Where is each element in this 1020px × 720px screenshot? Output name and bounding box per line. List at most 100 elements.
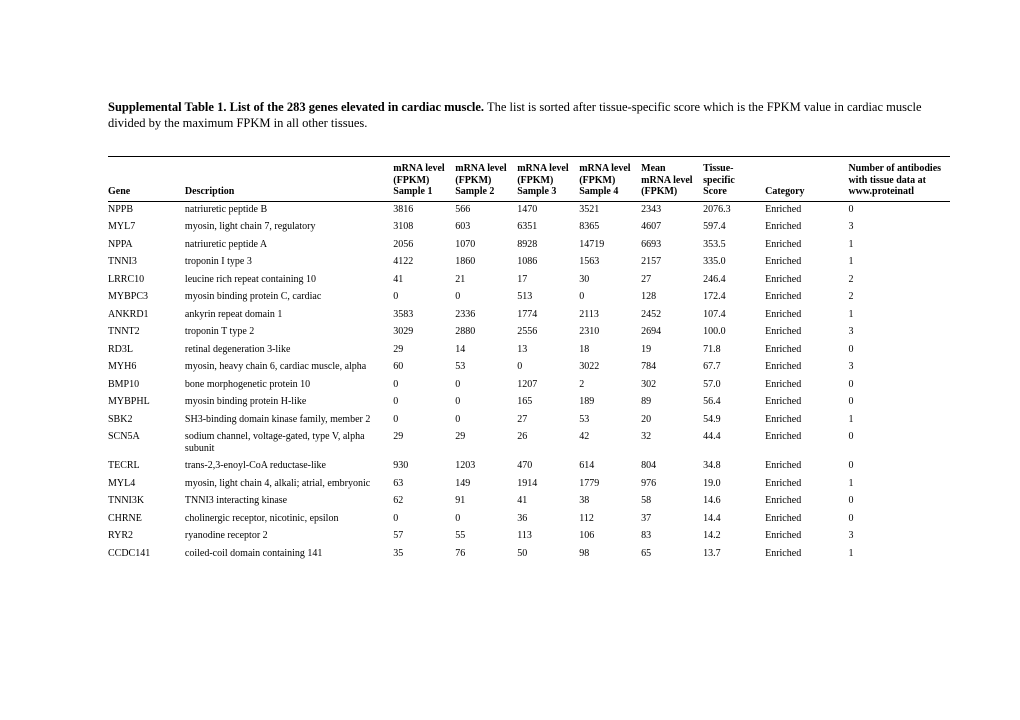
table-row: MYL4myosin, light chain 4, alkali; atria… <box>108 475 950 493</box>
table-cell: 1470 <box>517 201 579 218</box>
table-row: TNNI3KTNNI3 interacting kinase6291413858… <box>108 492 950 510</box>
col-header-s4: mRNA level (FPKM) Sample 4 <box>579 157 641 202</box>
table-cell: 41 <box>517 492 579 510</box>
table-body: NPPBnatriuretic peptide B381656614703521… <box>108 201 950 562</box>
table-cell: MYH6 <box>108 358 185 376</box>
table-cell: Enriched <box>765 411 848 429</box>
table-cell: troponin T type 2 <box>185 323 393 341</box>
table-cell: 3029 <box>393 323 455 341</box>
table-head: Gene Description mRNA level (FPKM) Sampl… <box>108 157 950 202</box>
table-cell: 67.7 <box>703 358 765 376</box>
table-row: TECRLtrans-2,3-enoyl-CoA reductase-like9… <box>108 457 950 475</box>
description-text: troponin I type 3 <box>185 256 387 268</box>
table-row: BMP10bone morphogenetic protein 10001207… <box>108 376 950 394</box>
table-cell: Enriched <box>765 341 848 359</box>
table-cell: 37 <box>641 510 703 528</box>
table-cell: 35 <box>393 545 455 563</box>
table-cell: Enriched <box>765 428 848 457</box>
table-cell: LRRC10 <box>108 271 185 289</box>
col-header-score: Tissue-specific Score <box>703 157 765 202</box>
description-text: myosin binding protein H-like <box>185 396 387 408</box>
table-cell: 2 <box>848 288 950 306</box>
table-cell: 36 <box>517 510 579 528</box>
table-cell: SCN5A <box>108 428 185 457</box>
table-row: MYH6myosin, heavy chain 6, cardiac muscl… <box>108 358 950 376</box>
table-cell: 566 <box>455 201 517 218</box>
table-cell: 603 <box>455 218 517 236</box>
table-cell: 27 <box>517 411 579 429</box>
table-cell: Enriched <box>765 218 848 236</box>
table-cell: 107.4 <box>703 306 765 324</box>
table-cell: 2694 <box>641 323 703 341</box>
table-cell: 353.5 <box>703 236 765 254</box>
table-cell: 930 <box>393 457 455 475</box>
table-cell: TNNI3K <box>108 492 185 510</box>
table-cell: bone morphogenetic protein 10 <box>185 376 393 394</box>
table-cell: myosin, light chain 7, regulatory <box>185 218 393 236</box>
table-cell: 614 <box>579 457 641 475</box>
table-cell: 42 <box>579 428 641 457</box>
table-cell: 3816 <box>393 201 455 218</box>
table-row: SCN5Asodium channel, voltage-gated, type… <box>108 428 950 457</box>
table-cell: Enriched <box>765 492 848 510</box>
table-cell: 0 <box>393 411 455 429</box>
description-text: retinal degeneration 3-like <box>185 344 387 356</box>
table-cell: 2556 <box>517 323 579 341</box>
table-cell: ankyrin repeat domain 1 <box>185 306 393 324</box>
table-cell: 29 <box>455 428 517 457</box>
table-cell: TNNT2 <box>108 323 185 341</box>
description-text: natriuretic peptide A <box>185 239 387 251</box>
table-cell: SBK2 <box>108 411 185 429</box>
col-header-gene: Gene <box>108 157 185 202</box>
table-row: ANKRD1ankyrin repeat domain 135832336177… <box>108 306 950 324</box>
table-cell: 1914 <box>517 475 579 493</box>
table-cell: 54.9 <box>703 411 765 429</box>
table-cell: 0 <box>848 510 950 528</box>
table-cell: 1 <box>848 306 950 324</box>
table-cell: 335.0 <box>703 253 765 271</box>
table-cell: MYL4 <box>108 475 185 493</box>
table-cell: 0 <box>848 376 950 394</box>
col-header-desc: Description <box>185 157 393 202</box>
description-text: leucine rich repeat containing 10 <box>185 274 387 286</box>
table-cell: Enriched <box>765 358 848 376</box>
table-cell: 3 <box>848 358 950 376</box>
table-cell: 0 <box>455 411 517 429</box>
table-cell: Enriched <box>765 271 848 289</box>
gene-table: Gene Description mRNA level (FPKM) Sampl… <box>108 156 950 562</box>
table-cell: troponin I type 3 <box>185 253 393 271</box>
table-row: NPPBnatriuretic peptide B381656614703521… <box>108 201 950 218</box>
table-cell: 27 <box>641 271 703 289</box>
table-cell: Enriched <box>765 393 848 411</box>
table-cell: ryanodine receptor 2 <box>185 527 393 545</box>
table-cell: NPPB <box>108 201 185 218</box>
table-cell: 0 <box>455 510 517 528</box>
table-cell: 1 <box>848 253 950 271</box>
table-cell: 1086 <box>517 253 579 271</box>
table-cell: 55 <box>455 527 517 545</box>
table-cell: 14719 <box>579 236 641 254</box>
table-cell: 76 <box>455 545 517 563</box>
table-cell: 20 <box>641 411 703 429</box>
table-cell: 2336 <box>455 306 517 324</box>
col-header-s3: mRNA level (FPKM) Sample 3 <box>517 157 579 202</box>
table-cell: 302 <box>641 376 703 394</box>
description-text: SH3-binding domain kinase family, member… <box>185 414 387 426</box>
table-cell: 3 <box>848 527 950 545</box>
table-cell: Enriched <box>765 323 848 341</box>
table-cell: 21 <box>455 271 517 289</box>
table-row: NPPAnatriuretic peptide A205610708928147… <box>108 236 950 254</box>
table-cell: 1 <box>848 545 950 563</box>
description-text: myosin, heavy chain 6, cardiac muscle, a… <box>185 361 387 373</box>
table-cell: 3 <box>848 323 950 341</box>
table-cell: Enriched <box>765 201 848 218</box>
table-cell: 513 <box>517 288 579 306</box>
table-cell: 172.4 <box>703 288 765 306</box>
table-cell: sodium channel, voltage-gated, type V, a… <box>185 428 393 457</box>
table-cell: Enriched <box>765 236 848 254</box>
table-cell: 38 <box>579 492 641 510</box>
table-cell: 1070 <box>455 236 517 254</box>
table-cell: 53 <box>455 358 517 376</box>
page-container: Supplemental Table 1. List of the 283 ge… <box>0 0 1020 562</box>
table-cell: 71.8 <box>703 341 765 359</box>
